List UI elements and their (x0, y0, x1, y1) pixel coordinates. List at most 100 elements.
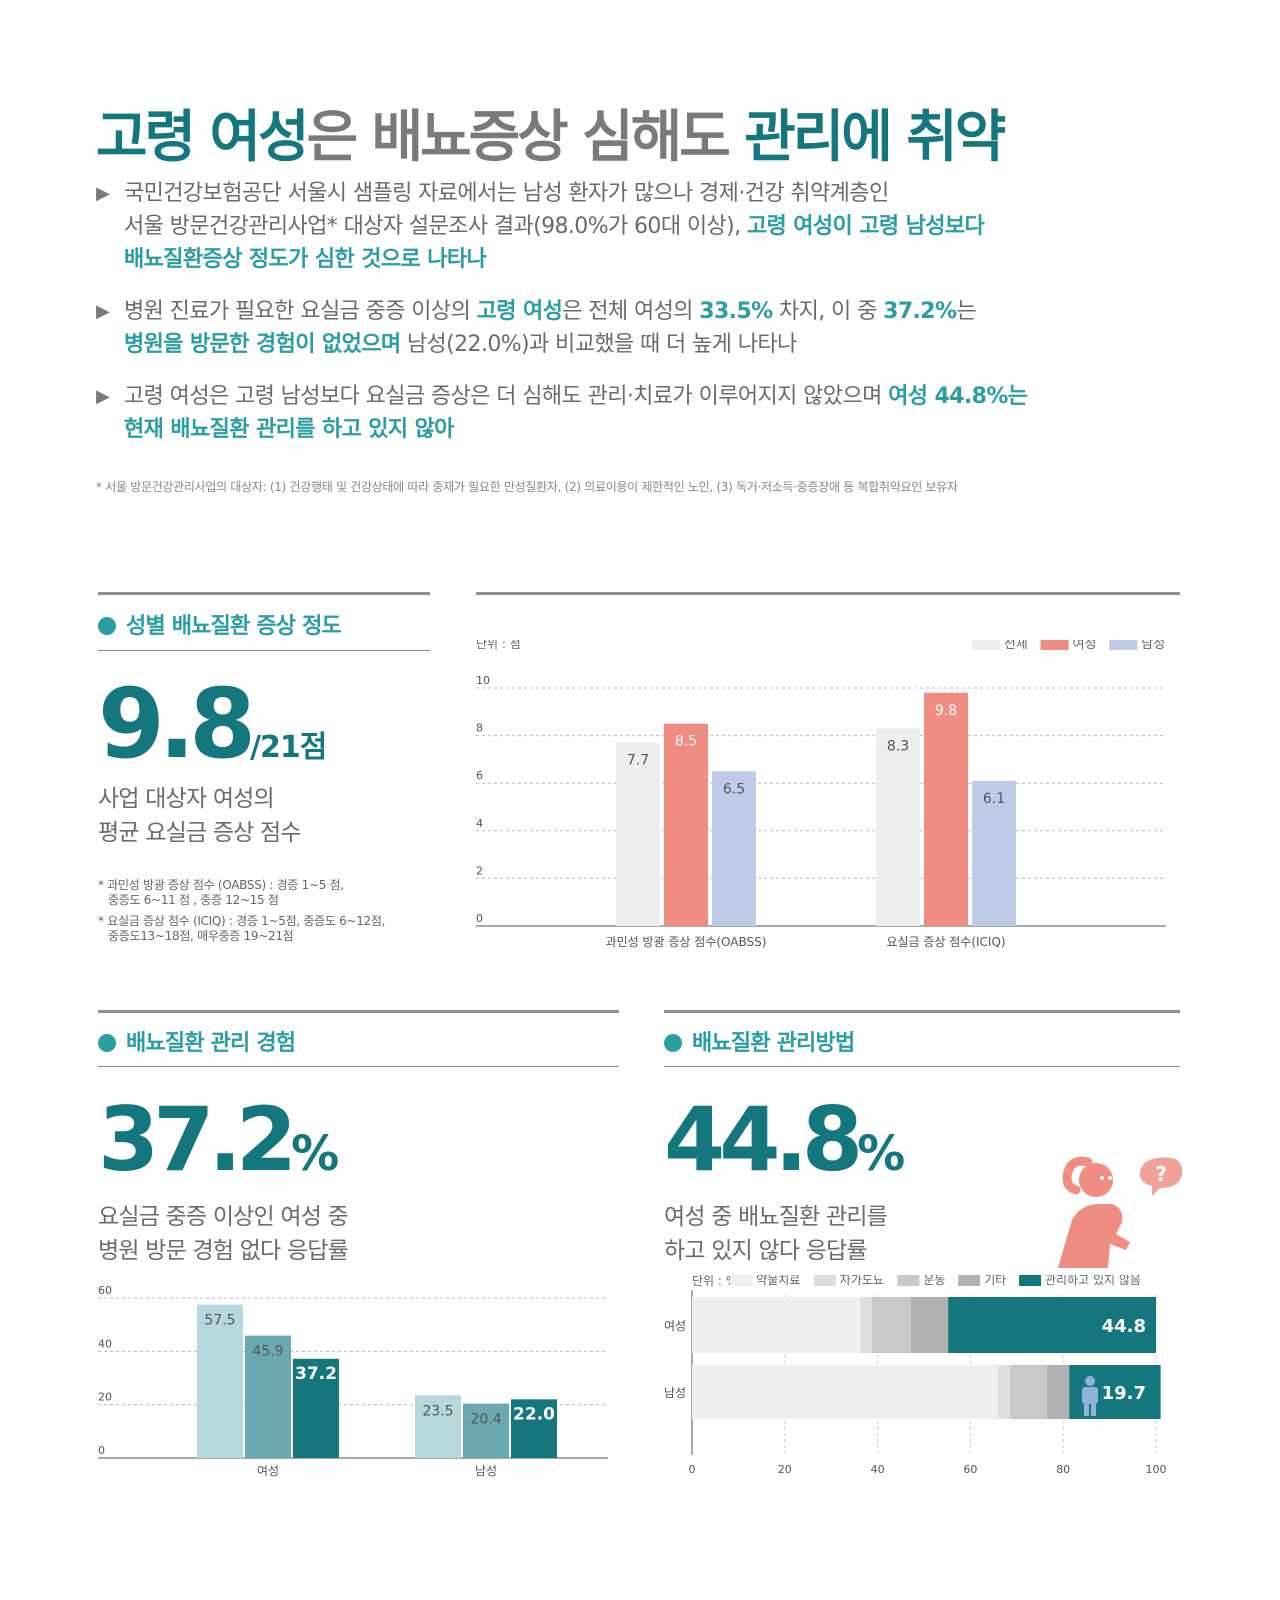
y-tick-label: 0 (98, 1444, 105, 1457)
x-tick-label: 40 (871, 1463, 885, 1476)
person-icon (1082, 1387, 1098, 1404)
section2-desc: 요실금 중증 이상인 여성 중 병원 방문 경험 없다 응답률 (98, 1204, 349, 1264)
bar (876, 728, 920, 926)
unit-label: 단위 : 점 (476, 640, 521, 651)
bullet-2: ▶ 병원 진료가 필요한 요실금 중증 이상의 고령 여성은 전체 여성의 33… (96, 295, 1206, 361)
x-tick-label: 남성 (475, 1464, 497, 1478)
legend-swatch (1040, 640, 1069, 650)
x-tick-label: 60 (963, 1463, 977, 1476)
bar (415, 1395, 461, 1458)
legend-swatch (897, 1275, 920, 1286)
section-rule (664, 1066, 1180, 1067)
bullet-dot-icon (664, 1034, 682, 1052)
bar (245, 1335, 291, 1458)
data-label: 6.1 (983, 791, 1005, 807)
y-tick-label: 10 (476, 674, 490, 687)
legend-label: 관리하고 있지 않음 (1045, 1275, 1141, 1287)
legend-label: 남성 (1141, 640, 1165, 652)
data-label: 23.5 (422, 1403, 453, 1419)
section1-desc: 사업 대상자 여성의 평균 요실금 증상 점수 (98, 786, 302, 846)
legend-swatch (971, 640, 1000, 650)
data-label: 7.7 (627, 753, 649, 769)
y-tick-label: 0 (476, 912, 483, 925)
section-rule (476, 592, 1180, 595)
bar-segment (911, 1297, 949, 1353)
data-label: 44.8 (1102, 1316, 1146, 1337)
data-label: 19.7 (1102, 1383, 1146, 1404)
bar (197, 1304, 243, 1458)
hospital-visit-chart: 단위 : %중증 이상중증도경증020406057.545.937.2여성23.… (98, 1284, 608, 1478)
x-tick-label: 요실금 증상 점수(ICIQ) (886, 935, 1005, 949)
y-tick-label: 60 (98, 1284, 112, 1297)
confused-person-icon: ? (1058, 1156, 1183, 1268)
y-tick-label: 4 (476, 817, 483, 830)
legend-label: 전체 (1004, 640, 1028, 652)
bar-segment (860, 1297, 873, 1353)
person-icon (1091, 1403, 1096, 1416)
legend-swatch (1109, 640, 1138, 650)
bar (712, 771, 756, 926)
legend-label: 운동 (923, 1275, 945, 1287)
bar (463, 1403, 509, 1458)
page-title: 고령 여성은 배뇨증상 심해도 관리에 취약 (96, 105, 1006, 170)
data-label: 9.8 (935, 703, 957, 719)
bar-segment (1046, 1365, 1070, 1419)
bar (972, 780, 1016, 926)
section1-notes: * 과민성 방광 증상 점수 (OABSS) : 경증 1~5 점, 중증도 6… (98, 878, 386, 943)
bullet-dot-icon (98, 1034, 116, 1052)
data-label: 57.5 (204, 1313, 235, 1329)
section-rule (98, 1066, 619, 1067)
bar (664, 723, 708, 926)
x-tick-label: 과민성 방광 증상 점수(OABSS) (606, 935, 767, 949)
arrow-icon: ▶ (96, 301, 110, 322)
data-label: 8.3 (887, 738, 909, 754)
y-tick-label: 20 (98, 1391, 112, 1404)
bullet-dot-icon (98, 617, 116, 635)
legend-label: 약물치료 (756, 1275, 800, 1287)
y-tick-label: 8 (476, 722, 483, 735)
footnote: * 서울 방문건강관리사업의 대상자: (1) 건강행태 및 건강상태에 따라 … (96, 480, 958, 494)
legend-swatch (958, 1275, 981, 1286)
bar (511, 1399, 557, 1458)
bar-segment (872, 1297, 912, 1353)
legend-swatch (1019, 1275, 1041, 1286)
y-tick-label: 40 (98, 1337, 112, 1350)
bar-segment (692, 1365, 999, 1419)
x-tick-label: 여성 (257, 1464, 279, 1478)
x-tick-label: 20 (778, 1463, 792, 1476)
data-label: 20.4 (470, 1412, 501, 1428)
section-rule (98, 650, 430, 651)
unit-label: 단위 : % (692, 1275, 737, 1288)
y-tick-label: 남성 (664, 1386, 686, 1400)
bar-segment (998, 1365, 1010, 1419)
data-label: 6.5 (723, 781, 745, 797)
y-tick-label: 여성 (664, 1319, 686, 1333)
legend-label: 자가도뇨 (840, 1275, 884, 1287)
data-label: 8.5 (675, 734, 697, 750)
legend-swatch (813, 1275, 836, 1286)
data-label: 37.2 (295, 1364, 337, 1384)
bullet-3: ▶ 고령 여성은 고령 남성보다 요실금 증상은 더 심해도 관리·치료가 이루… (96, 380, 1206, 446)
x-tick-label: 0 (689, 1463, 696, 1476)
section-rule (664, 1010, 1180, 1013)
stat-44-8: 44.8% (664, 1088, 905, 1191)
bullet-1: ▶ 국민건강보험공단 서울시 샘플링 자료에서는 남성 환자가 많으나 경제·건… (96, 177, 1206, 276)
section-rule (98, 592, 430, 595)
y-tick-label: 6 (476, 769, 483, 782)
person-icon (1085, 1376, 1095, 1386)
legend-label: 여성 (1073, 640, 1097, 652)
section3-desc: 여성 중 배뇨질환 관리를 하고 있지 않다 응답률 (664, 1204, 888, 1264)
section-rule (98, 1010, 619, 1013)
y-tick-label: 2 (476, 864, 483, 877)
bar-segment (1009, 1365, 1047, 1419)
bar-segment (948, 1297, 1156, 1353)
bar (616, 742, 660, 926)
stat-37-2: 37.2% (98, 1088, 339, 1191)
bar (924, 692, 968, 926)
section2-title: 배뇨질환 관리 경험 (98, 1025, 296, 1057)
bar-segment (692, 1297, 861, 1353)
arrow-icon: ▶ (96, 183, 110, 204)
management-method-chart: 단위 : % 관리하고 있지 않음 기타 운동 자가도뇨 약물치료 0 20 40 60 80 100… (664, 1275, 1167, 1476)
person-icon (1084, 1403, 1089, 1416)
legend-swatch (730, 1275, 753, 1286)
